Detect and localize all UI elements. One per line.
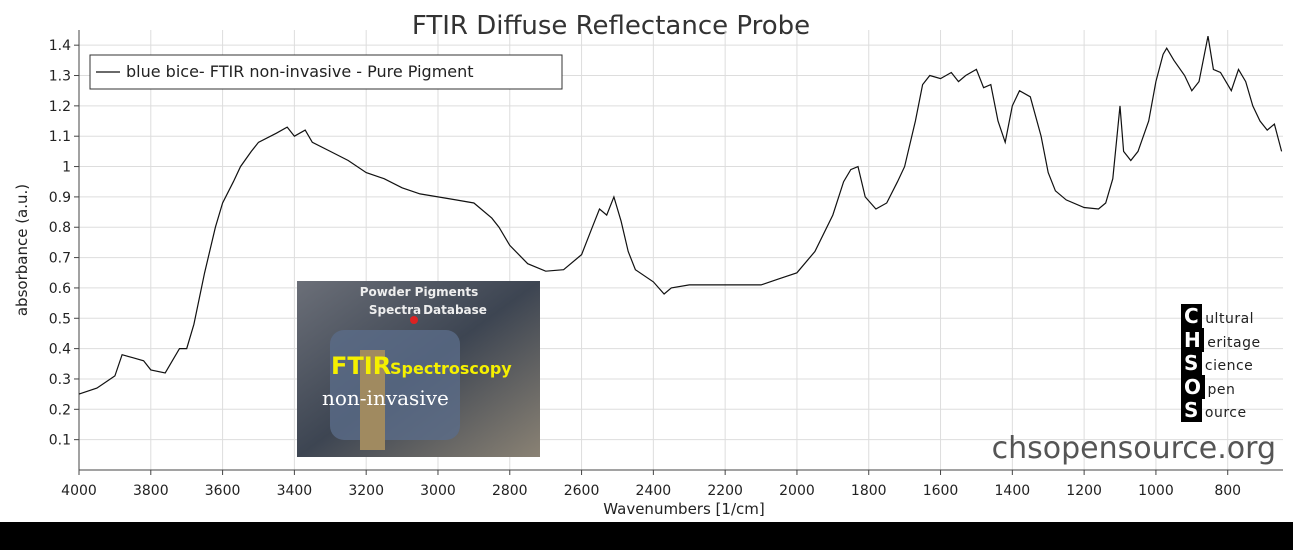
y-tick-label: 0.8: [49, 220, 71, 236]
inset-photo: Powder Pigments Spectra Database FTIR Sp…: [297, 281, 540, 457]
y-tick-label: 0.3: [49, 372, 71, 388]
x-tick-label: 3600: [205, 483, 241, 499]
inset-caption: non-invasive: [322, 386, 449, 410]
logo-word: Cultural: [1184, 304, 1255, 328]
inset-dot: [410, 316, 418, 324]
inset-text: Spectra: [369, 303, 421, 317]
x-tick-label: 3800: [133, 483, 169, 499]
legend: blue bice- FTIR non-invasive - Pure Pigm…: [89, 54, 563, 90]
logo-word: Source: [1184, 398, 1247, 422]
y-tick-label: 0.6: [49, 281, 71, 297]
logo-word: Open: [1184, 374, 1236, 399]
inset-handle: [360, 350, 385, 450]
plot: [78, 35, 1283, 395]
y-tick-label: 1.2: [49, 99, 71, 115]
grid: 4000 3800 3600 3400 3200 3000 2800 2600 2400 2200…: [49, 30, 1283, 499]
inset-subheading: Spectroscopy: [390, 359, 512, 378]
x-tick-label: 2000: [779, 483, 815, 499]
x-tick-label: 3400: [277, 483, 313, 499]
x-tick-label: 4000: [61, 483, 97, 499]
y-tick-label: 1.3: [49, 69, 71, 85]
series-line: [78, 35, 1283, 395]
x-tick-label: 800: [1214, 483, 1241, 499]
x-tick-label: 2600: [564, 483, 600, 499]
y-tick-label: 0.9: [49, 190, 71, 206]
logo: Cultural Heritage Science Open Source: [1181, 304, 1261, 424]
x-tick-label: 1600: [923, 483, 959, 499]
x-tick-label: 2800: [492, 483, 528, 499]
y-tick-label: 1: [62, 160, 71, 176]
inset-text: Powder Pigments: [360, 285, 479, 299]
logo-word: Science: [1184, 351, 1254, 375]
inset-device: [330, 330, 460, 440]
logo-word: Heritage: [1184, 327, 1261, 352]
x-tick-label: 1200: [1066, 483, 1102, 499]
y-tick-label: 0.2: [49, 402, 71, 418]
legend-label: blue bice- FTIR non-invasive - Pure Pigm…: [126, 62, 474, 81]
legend-box: [89, 54, 563, 90]
x-tick-label: 2400: [636, 483, 672, 499]
x-tick-label: 3200: [348, 483, 384, 499]
y-tick-label: 0.7: [49, 251, 71, 267]
watermark: chsopensource.org: [992, 431, 1276, 466]
x-tick-label: 1000: [1138, 483, 1174, 499]
inset-text: Database: [423, 303, 487, 317]
y-tick-label: 1.1: [49, 129, 71, 145]
x-axis-label: Wavenumbers [1/cm]: [603, 500, 764, 518]
bottom-bar: [0, 522, 1293, 550]
y-tick-label: 0.5: [49, 311, 71, 327]
x-tick-label: 2200: [707, 483, 743, 499]
y-tick-label: 0.4: [49, 342, 71, 358]
y-tick-label: 1.4: [49, 38, 71, 54]
x-tick-label: 3000: [420, 483, 456, 499]
y-axis-label: absorbance (a.u.): [13, 184, 31, 316]
y-tick-label: 0.1: [49, 433, 71, 449]
chart-title: FTIR Diffuse Reflectance Probe: [412, 11, 810, 41]
inset-heading: FTIR: [331, 352, 391, 380]
x-tick-label: 1400: [995, 483, 1031, 499]
x-tick-label: 1800: [851, 483, 887, 499]
